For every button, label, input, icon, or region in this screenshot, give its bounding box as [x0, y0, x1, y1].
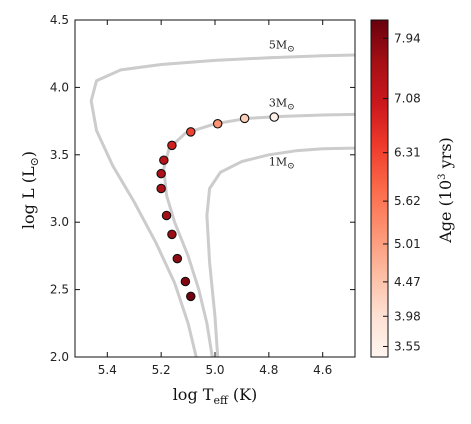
y-tick-label: 2.0 [50, 350, 69, 364]
data-point [186, 291, 196, 302]
colorbar-tick-label: 5.62 [394, 194, 421, 208]
colorbar-tick-label: 3.98 [394, 309, 421, 323]
data-points [156, 112, 279, 302]
data-point [161, 210, 172, 221]
colorbar: 3.55 3.98 4.47 5.01 5.62 6.31 7.08 7.94 Age (10… [370, 19, 455, 358]
y-axis-ticks: 2.0 2.5 3.0 3.5 4.0 4.5 [50, 13, 355, 364]
data-point [239, 113, 250, 124]
data-point [156, 168, 166, 179]
track-line-0 [89, 53, 355, 357]
colorbar-ticks: 3.55 3.98 4.47 5.01 5.62 6.31 7.08 7.94 [383, 31, 421, 353]
data-point [269, 112, 279, 122]
x-tick-label: 5.4 [98, 363, 117, 377]
data-point [167, 229, 177, 240]
y-tick-label: 2.5 [50, 283, 69, 297]
data-point [156, 183, 166, 194]
track-label-1: 3M⊙ [269, 96, 295, 112]
y-tick-label: 4.0 [50, 80, 69, 94]
evolutionary-tracks [89, 53, 355, 357]
colorbar-gradient [370, 19, 389, 358]
x-tick-label: 5.0 [205, 363, 224, 377]
colorbar-tick-label: 6.31 [394, 146, 421, 160]
data-point [172, 253, 183, 264]
colorbar-tick-label: 7.08 [394, 92, 421, 106]
y-tick-label: 4.5 [50, 13, 69, 27]
colorbar-tick-label: 7.94 [394, 31, 421, 45]
colorbar-tick-label: 5.01 [394, 237, 421, 251]
data-point [186, 127, 196, 137]
data-point [212, 119, 223, 129]
track-label-2: 1M⊙ [269, 156, 295, 172]
track-label-0: 5M⊙ [269, 38, 295, 54]
x-axis-ticks: 5.4 5.2 5.0 4.8 4.6 [98, 20, 332, 377]
track-line-1 [162, 112, 355, 357]
data-point [180, 276, 191, 287]
track-labels: 5M⊙ 3M⊙ 1M⊙ [269, 38, 295, 171]
x-tick-label: 4.8 [259, 363, 278, 377]
x-tick-label: 4.6 [313, 363, 332, 377]
data-point [167, 140, 177, 151]
x-tick-label: 5.2 [152, 363, 171, 377]
y-axis-title: log L (L⊙) [19, 151, 41, 229]
y-tick-label: 3.0 [50, 215, 69, 229]
colorbar-tick-label: 3.55 [394, 339, 421, 353]
x-axis-title: log Teff (K) [173, 385, 258, 407]
data-point [159, 155, 169, 165]
colorbar-tick-label: 4.47 [394, 275, 421, 289]
y-tick-label: 3.5 [50, 148, 69, 162]
track-line-2 [205, 146, 355, 357]
colorbar-title: Age (103 yrs) [436, 137, 455, 244]
